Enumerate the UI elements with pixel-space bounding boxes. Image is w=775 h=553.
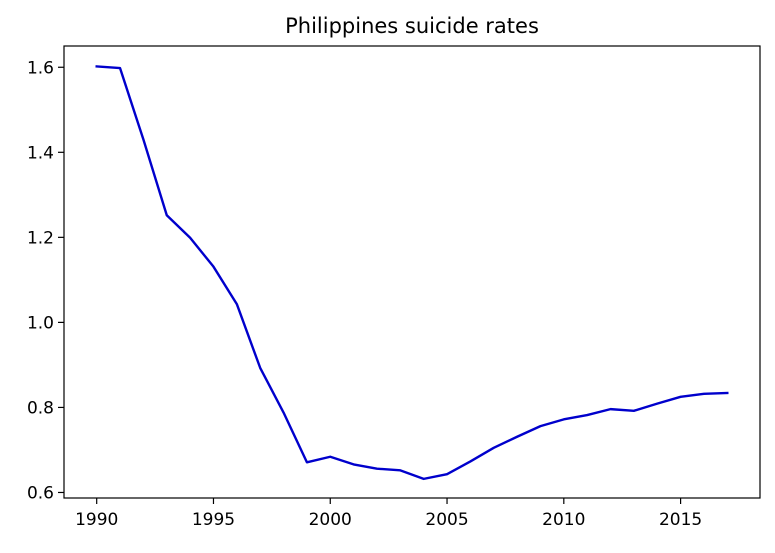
y-tick-label: 0.6: [27, 483, 54, 503]
x-tick-label: 1995: [192, 510, 235, 530]
x-tick-label: 2010: [542, 510, 585, 530]
x-tick-label: 1990: [75, 510, 118, 530]
y-tick-label: 1.4: [27, 143, 54, 163]
chart-title: Philippines suicide rates: [285, 14, 539, 38]
y-tick-label: 1.0: [27, 313, 54, 333]
x-axis: 1990 1995 2000 2005 2010 2015: [75, 498, 702, 530]
plot-frame: [63, 45, 761, 499]
plot-area: [95, 65, 729, 481]
y-tick-label: 1.6: [27, 58, 54, 78]
x-tick-label: 2015: [659, 510, 702, 530]
y-tick-label: 1.2: [27, 228, 54, 248]
series-line: [95, 65, 729, 481]
x-tick-label: 2005: [425, 510, 468, 530]
x-tick-label: 2000: [309, 510, 352, 530]
y-axis: 0.6 0.8 1.0 1.2 1.4 1.6: [27, 58, 64, 503]
y-tick-label: 0.8: [27, 398, 54, 418]
